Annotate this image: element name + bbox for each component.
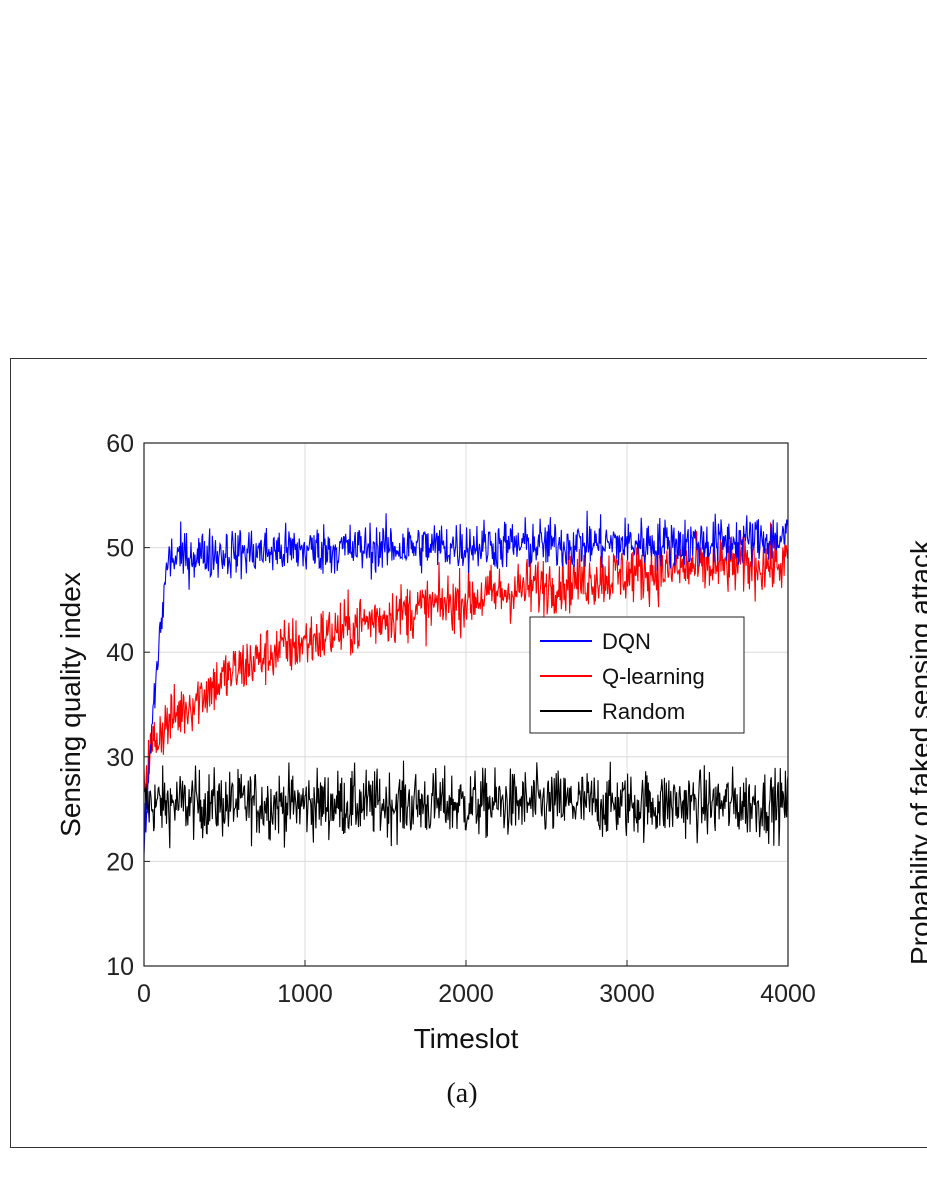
y-tick-label: 20 — [106, 848, 134, 876]
x-tick-label: 3000 — [599, 980, 655, 1008]
legend-label: DQN — [602, 629, 651, 654]
series-line-random — [143, 760, 789, 849]
y-axis-label: Sensing quality index — [55, 572, 86, 837]
y-tick-label: 10 — [106, 953, 134, 981]
y-tick-label: 50 — [106, 535, 134, 563]
right-panel-y-axis-label: Probability of faked sensing attack — [905, 539, 927, 965]
series-line-dqn — [143, 510, 789, 856]
y-tick-label: 40 — [106, 639, 134, 667]
x-tick-label: 0 — [137, 980, 151, 1008]
legend: DQN Q-learning Random — [529, 616, 745, 734]
x-tick-label: 1000 — [277, 980, 333, 1008]
y-tick-label: 60 — [106, 430, 134, 458]
x-axis-label: Timeslot — [414, 1023, 519, 1054]
figure-caption: (a) — [446, 1078, 477, 1109]
x-tick-label: 4000 — [760, 980, 816, 1008]
y-tick-label: 30 — [106, 744, 134, 772]
legend-label: Random — [602, 699, 685, 724]
legend-label: Q-learning — [602, 664, 705, 689]
x-tick-label: 2000 — [438, 980, 494, 1008]
tick-labels: 0 1000 2000 3000 4000 10 20 30 40 50 60 — [106, 430, 816, 1008]
series-layer — [143, 510, 789, 856]
